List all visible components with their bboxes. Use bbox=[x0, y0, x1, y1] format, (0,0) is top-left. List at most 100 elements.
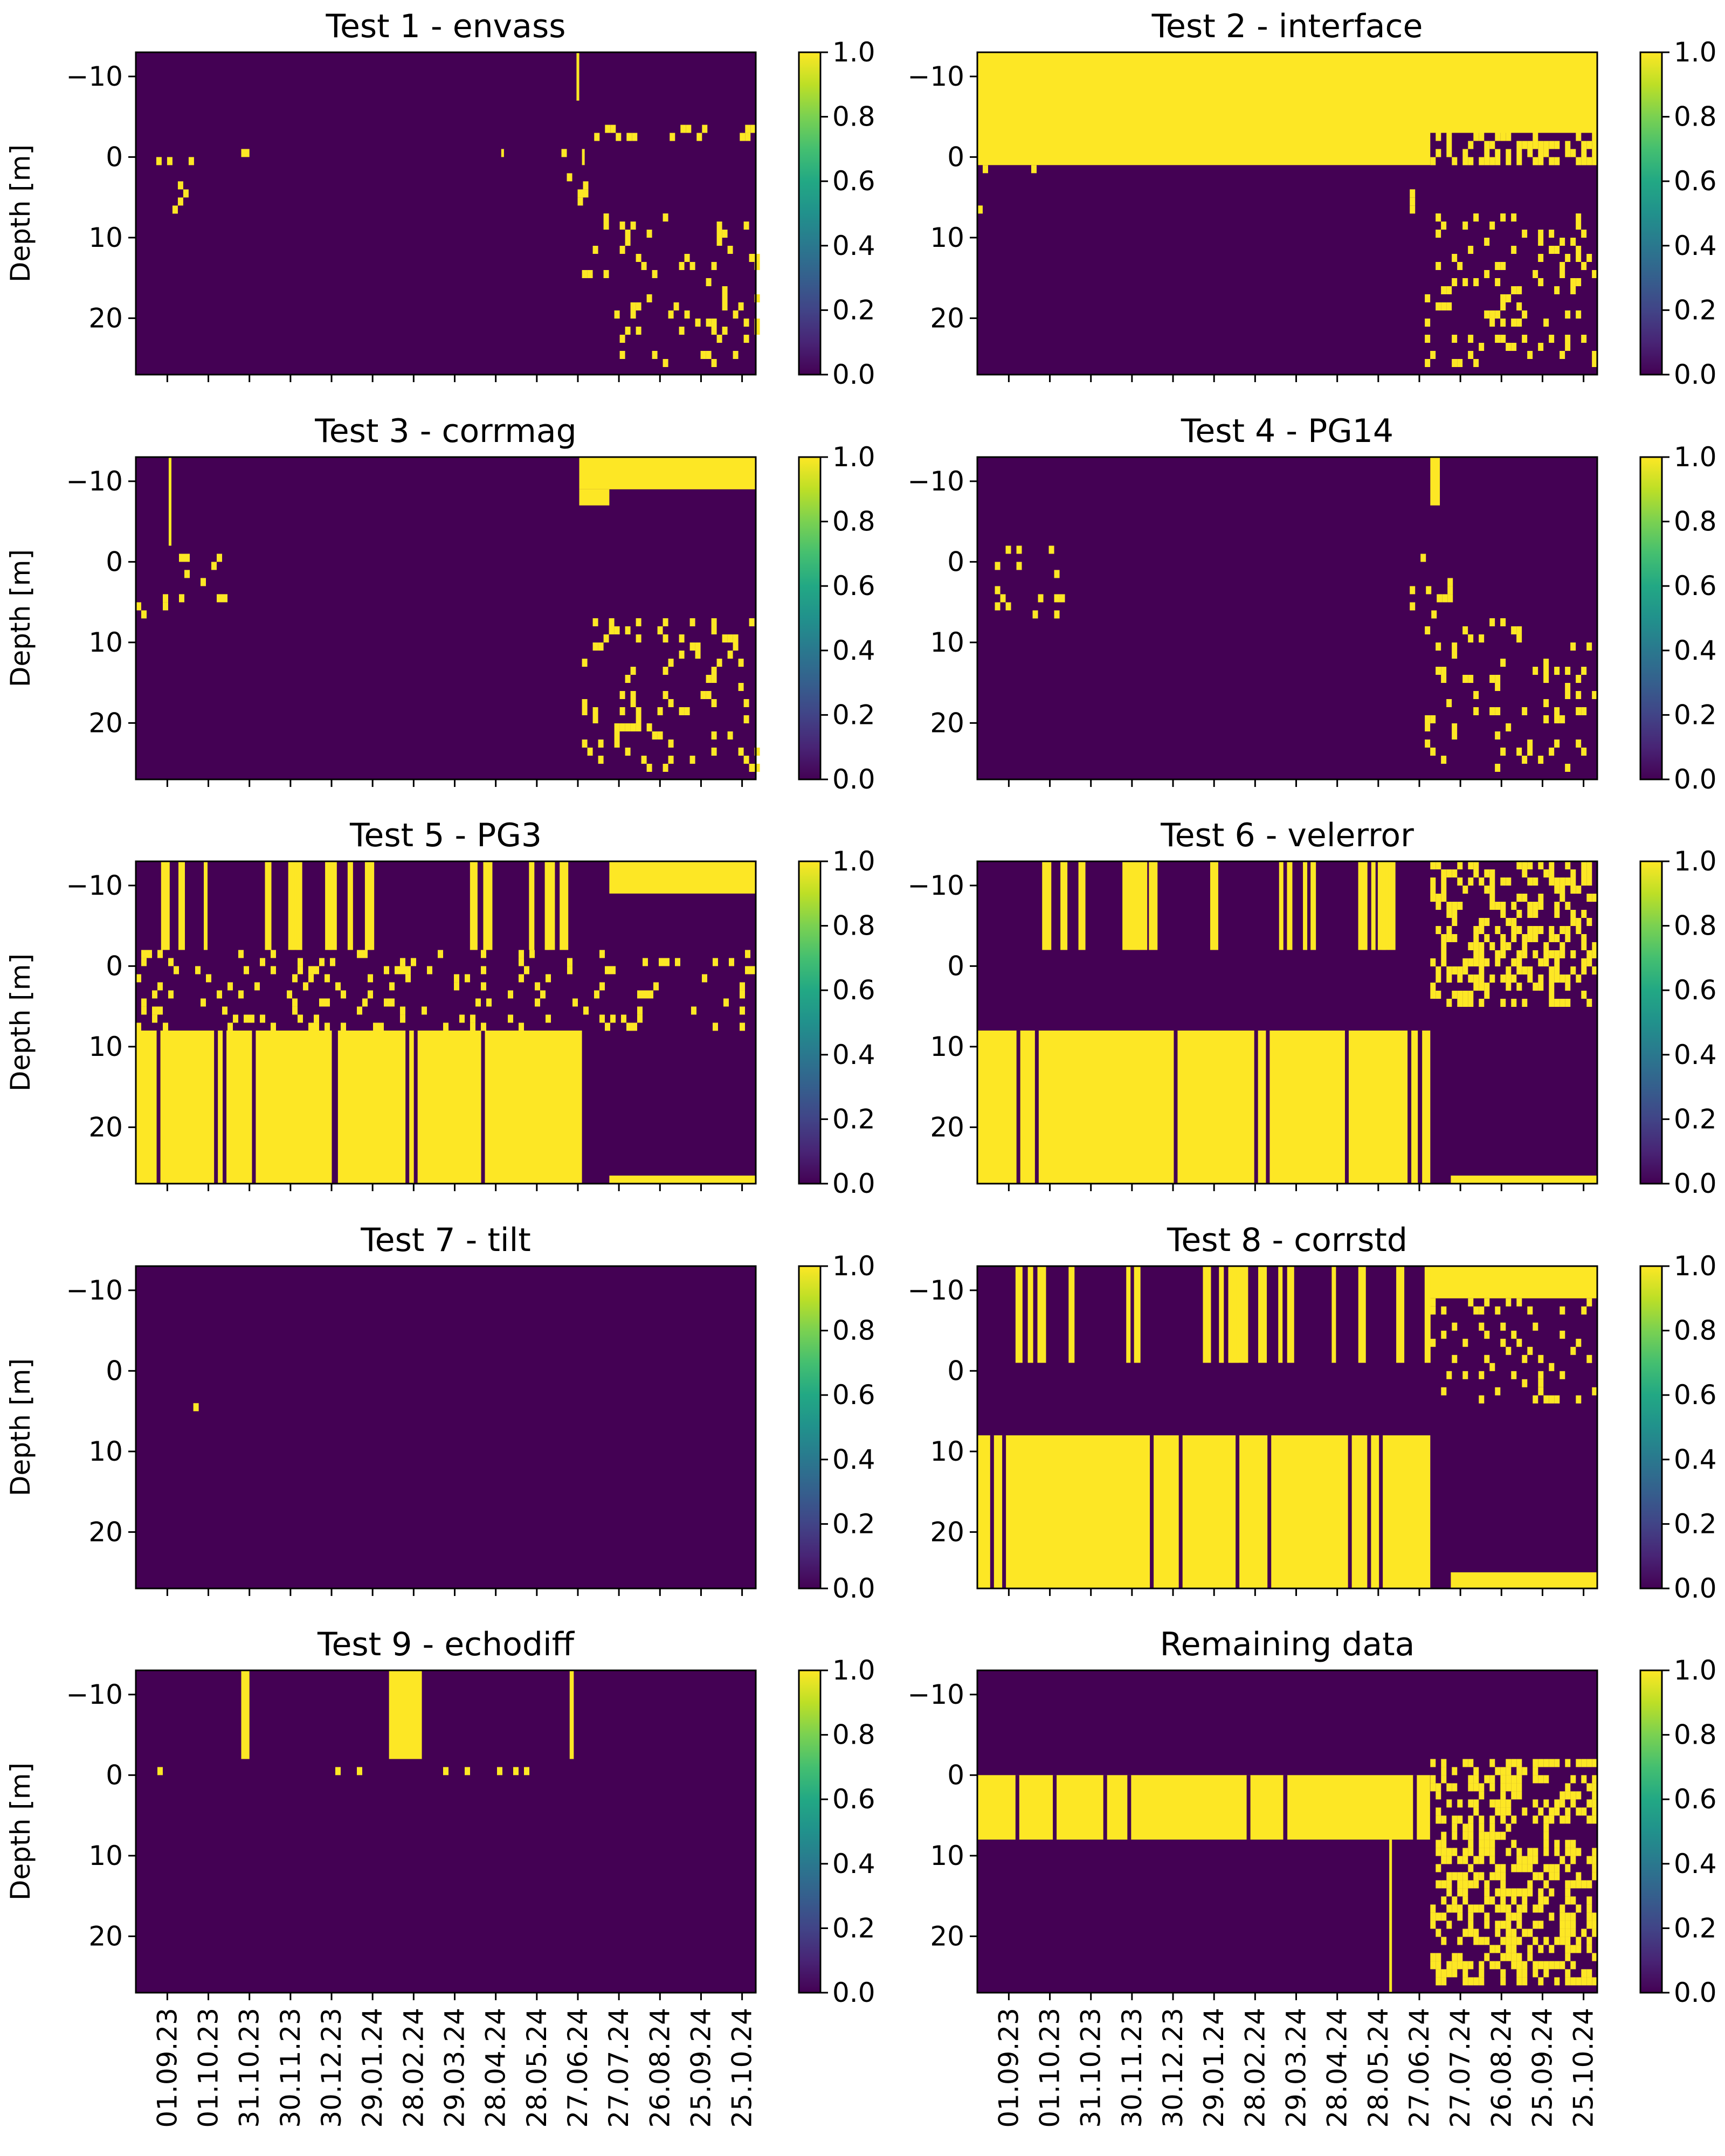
x-tick-label: 30.11.23 bbox=[1116, 2008, 1148, 2128]
heatmap-cell bbox=[663, 359, 668, 367]
y-tick-label: 10 bbox=[930, 1436, 964, 1467]
heatmap-cell bbox=[1506, 1888, 1512, 1897]
heatmap-cell bbox=[1489, 1815, 1495, 1824]
heatmap-cell bbox=[1468, 335, 1474, 343]
heatmap-cell bbox=[1554, 1977, 1560, 1986]
heatmap-cell bbox=[1533, 1322, 1538, 1331]
heatmap-cell bbox=[1457, 999, 1463, 1007]
heatmap-cell bbox=[1462, 626, 1468, 634]
heatmap-cell bbox=[1586, 869, 1592, 877]
heatmap-cell bbox=[222, 1006, 227, 1015]
heatmap-cell bbox=[1516, 157, 1522, 165]
heatmap-cell bbox=[1506, 1920, 1512, 1929]
heatmap-cell bbox=[292, 1006, 298, 1015]
heatmap-cell bbox=[626, 133, 632, 141]
heatmap-cell bbox=[1473, 359, 1479, 367]
heatmap-cell bbox=[1468, 157, 1474, 165]
heatmap-cell bbox=[1479, 926, 1485, 934]
heatmap-cell bbox=[1516, 1977, 1522, 1986]
heatmap-cell bbox=[1462, 1759, 1468, 1767]
heatmap-cell bbox=[1565, 1783, 1571, 1792]
heatmap-cell bbox=[716, 222, 722, 230]
heatmap-cell bbox=[636, 707, 641, 715]
heatmap-cell bbox=[1462, 1823, 1468, 1832]
heatmap-cell bbox=[1543, 675, 1549, 683]
heatmap-cell bbox=[1495, 149, 1501, 157]
heatmap-cell bbox=[1446, 975, 1452, 983]
heatmap-cell bbox=[1436, 262, 1441, 270]
heatmap-cell bbox=[1479, 157, 1485, 165]
heatmap-cell bbox=[1500, 975, 1506, 983]
heatmap-cell bbox=[1451, 1176, 1597, 1184]
heatmap-cell bbox=[1489, 942, 1495, 950]
heatmap-cell bbox=[1031, 165, 1037, 174]
heatmap-cell bbox=[727, 651, 733, 659]
heatmap-cell bbox=[1436, 149, 1441, 157]
heatmap-cell bbox=[1516, 1767, 1522, 1775]
heatmap-cell bbox=[298, 958, 303, 966]
heatmap-cell bbox=[727, 634, 733, 642]
heatmap-cell bbox=[637, 990, 643, 999]
heatmap-cell bbox=[1586, 1969, 1592, 1978]
heatmap-cell bbox=[1436, 1961, 1441, 1970]
y-tick-label: 20 bbox=[88, 1111, 123, 1143]
heatmap-cell bbox=[653, 982, 659, 991]
colorbar bbox=[1640, 861, 1662, 1184]
heatmap-cell bbox=[395, 966, 400, 975]
flagged-region bbox=[1430, 1266, 1597, 1298]
flagged-region bbox=[136, 1030, 582, 1184]
heatmap-cell bbox=[238, 990, 244, 999]
colorbar-tick-label: 0.2 bbox=[1674, 1912, 1717, 1944]
heatmap-cell bbox=[1452, 1823, 1458, 1832]
heatmap-cell bbox=[1506, 1904, 1512, 1913]
heatmap-cell bbox=[637, 1006, 643, 1015]
heatmap-cell bbox=[1436, 302, 1441, 310]
heatmap-cell bbox=[1570, 886, 1576, 894]
heatmap-cell bbox=[1543, 869, 1549, 877]
colorbar-tick-label: 1.0 bbox=[1674, 37, 1717, 68]
heatmap-cell bbox=[1576, 133, 1582, 141]
heatmap-cell bbox=[1581, 230, 1587, 238]
heatmap-cell bbox=[1522, 1961, 1528, 1970]
heatmap-cell bbox=[1473, 1904, 1479, 1913]
heatmap-cell bbox=[1495, 1807, 1501, 1816]
heatmap-cell bbox=[598, 740, 604, 748]
flagged-region bbox=[977, 1030, 1431, 1184]
heatmap-cell bbox=[1565, 149, 1571, 157]
heatmap-cell bbox=[1441, 667, 1447, 675]
heatmap-cell bbox=[711, 327, 717, 335]
heatmap-cell bbox=[1436, 966, 1441, 975]
heatmap-cell bbox=[1468, 675, 1474, 683]
heatmap-cell bbox=[1410, 205, 1416, 214]
heatmap-cell bbox=[1592, 1872, 1598, 1881]
heatmap-cell bbox=[1452, 991, 1458, 999]
heatmap-cell bbox=[722, 634, 728, 642]
heatmap-cell bbox=[1484, 1832, 1490, 1840]
heatmap-cell bbox=[1554, 1937, 1560, 1945]
panel-title: Test 7 - tilt bbox=[360, 1221, 531, 1259]
colorbar-tick-label: 0.6 bbox=[832, 1379, 875, 1411]
heatmap-cell bbox=[1489, 1840, 1495, 1848]
heatmap-cell bbox=[1457, 1888, 1463, 1897]
heatmap-cell bbox=[659, 958, 664, 966]
heatmap-cell bbox=[1533, 910, 1538, 918]
heatmap-cell bbox=[1473, 1856, 1479, 1864]
heatmap-cell bbox=[1005, 545, 1011, 554]
heatmap-cell bbox=[443, 1022, 448, 1031]
heatmap-cell bbox=[1489, 1856, 1495, 1864]
heatmap-cell bbox=[587, 748, 593, 756]
heatmap-cell bbox=[303, 982, 308, 991]
flagged-region bbox=[1042, 861, 1396, 950]
heatmap-cell bbox=[1522, 1864, 1528, 1872]
heatmap-cell bbox=[1506, 1767, 1512, 1775]
y-tick-label: −10 bbox=[66, 1679, 123, 1710]
heatmap-cell bbox=[695, 651, 701, 659]
heatmap-cell bbox=[1549, 335, 1555, 343]
heatmap-cell bbox=[696, 133, 702, 141]
heatmap-cell bbox=[630, 310, 636, 319]
heatmap-cell bbox=[1446, 1371, 1452, 1379]
heatmap-cell bbox=[292, 998, 298, 1007]
heatmap-cell bbox=[1473, 133, 1479, 141]
heatmap-cell bbox=[668, 756, 674, 764]
heatmap-cell bbox=[308, 974, 314, 983]
